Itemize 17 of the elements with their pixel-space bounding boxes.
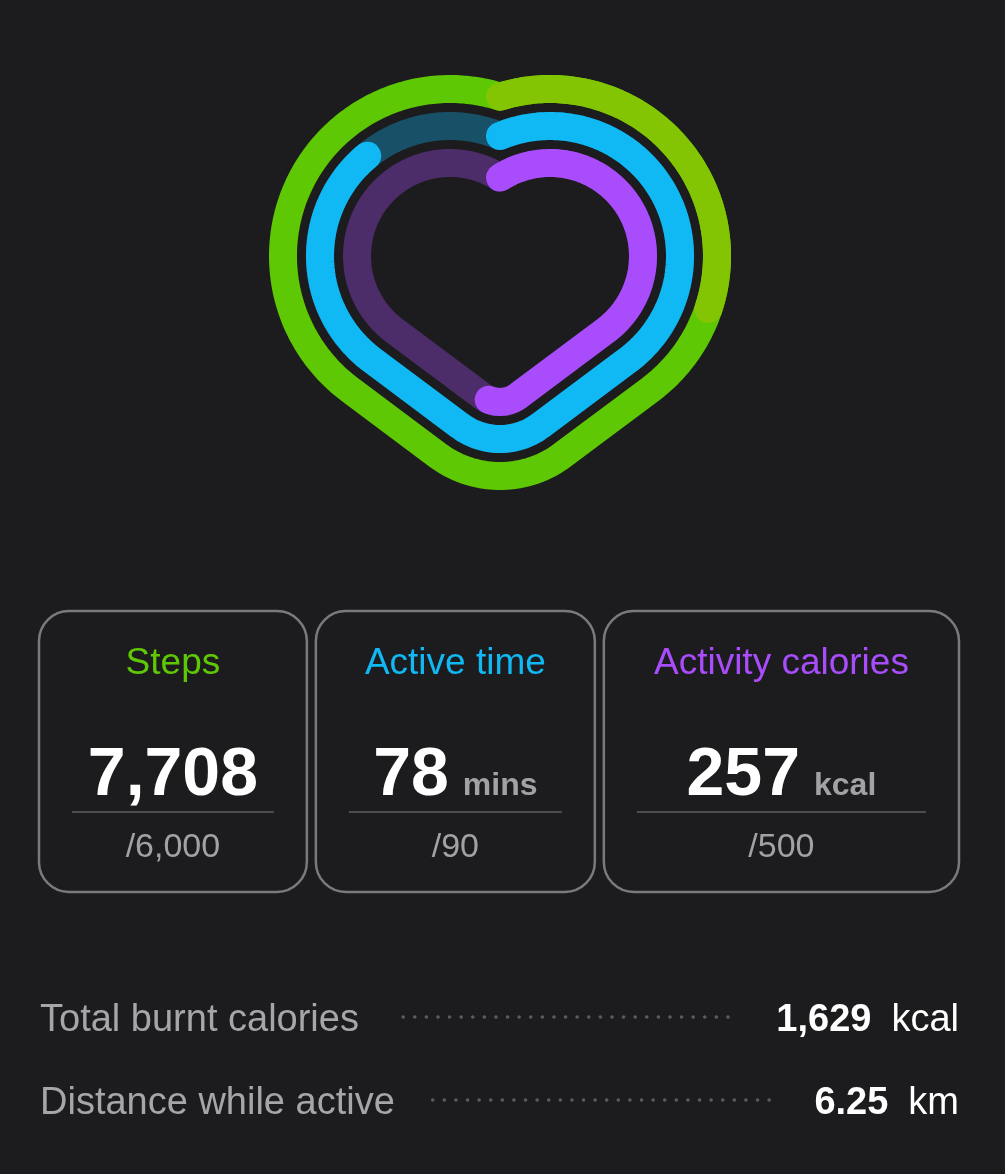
text: kcal <box>891 997 959 1039</box>
data-label: 78 <box>373 733 449 809</box>
data-label: /90 <box>431 826 479 864</box>
category-label: Activity calories <box>653 641 909 682</box>
data-label: /6,000 <box>125 826 221 864</box>
data-label: 257 <box>686 733 800 809</box>
text: mins <box>462 766 538 802</box>
category-label: Steps <box>125 641 221 682</box>
text: km <box>908 1080 959 1122</box>
text: 6.25 <box>814 1080 889 1122</box>
text: Distance while active <box>40 1080 395 1122</box>
data-label: /500 <box>748 826 815 864</box>
data-label: 7,708 <box>87 733 258 809</box>
category-label: Active time <box>364 641 546 682</box>
text: kcal <box>813 766 877 802</box>
text: 1,629 <box>776 997 872 1039</box>
text: Total burnt calories <box>40 997 359 1039</box>
